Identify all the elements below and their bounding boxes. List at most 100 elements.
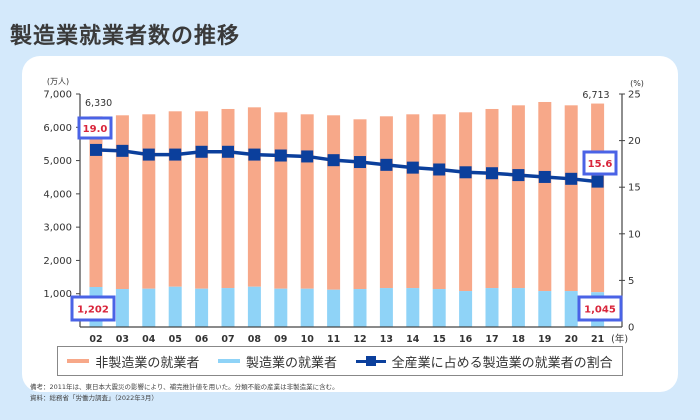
legend-swatch [67,359,90,363]
bar-manufacturing [142,288,156,327]
ratio-point [512,169,525,182]
note-remark: 備考：2011年は、東日本大震災の影響により、補完推計値を用いた。分類不能の産業… [30,383,339,391]
x-tick-label: 04 [142,334,156,345]
x-tick-label: 21 [591,334,604,345]
x-tick-label: 10 [301,334,315,345]
ratio-point [169,148,182,161]
bar-non-manufacturing [564,105,578,292]
ratio-point [90,143,102,156]
bar-non-manufacturing [195,111,209,289]
ratio-point [433,163,446,176]
bar-manufacturing [432,289,446,327]
x-tick-label: 06 [195,334,209,345]
total-label-first: 6,330 [85,98,112,109]
bar-non-manufacturing [274,112,288,289]
x-tick-label: 15 [433,334,446,345]
bar-manufacturing [406,288,420,327]
bar-manufacturing [379,288,393,327]
bar-non-manufacturing [538,101,552,292]
ratio-point [274,149,287,162]
bar-manufacturing [274,288,288,327]
right-tick-label: 5 [628,276,634,287]
bar-manufacturing [564,291,578,327]
x-tick-label: 12 [353,334,366,345]
bar-manufacturing [327,289,341,327]
x-tick-label: 02 [89,334,102,345]
right-tick-label: 20 [628,136,641,147]
x-axis-unit: (年) [611,333,628,345]
legend-label: 全産業に占める製造業の就業者の割合 [391,355,613,371]
left-tick-label: 5,000 [43,156,72,167]
left-tick-label: 1,000 [43,289,72,300]
left-tick-label: 7,000 [43,90,72,101]
ratio-point [301,150,314,163]
x-tick-label: 11 [327,334,340,345]
bar-non-manufacturing [142,114,156,289]
total-label-last: 6,713 [582,90,609,101]
left-tick-label: 3,000 [43,223,72,234]
bar-non-manufacturing [511,105,525,289]
ratio-point [591,175,604,188]
mfg-label-last-box [577,295,623,322]
left-tick-label: 6,000 [43,123,72,134]
bar-manufacturing [353,289,367,327]
ratio-point [459,166,472,179]
legend-swatch [217,359,240,363]
bar-non-manufacturing [247,107,261,287]
left-tick-label: 4,000 [43,189,72,200]
legend-label: 製造業の就業者 [245,355,337,371]
bar-manufacturing [221,288,235,327]
bar-manufacturing [538,291,552,327]
page-title: 製造業就業者数の推移 [10,24,241,49]
bar-manufacturing [168,286,182,327]
ratio-point [380,158,393,171]
bar-manufacturing [300,288,314,327]
bar-manufacturing [485,288,499,327]
x-tick-label: 17 [485,334,498,345]
right-tick-label: 25 [628,90,641,101]
x-tick-label: 08 [248,334,262,345]
ratio-point [327,154,340,167]
x-tick-label: 14 [406,334,420,345]
bar-non-manufacturing [168,111,182,287]
bar-non-manufacturing [459,112,473,292]
bar-manufacturing [195,288,209,327]
bar-manufacturing [459,291,473,327]
bar-manufacturing [115,289,129,327]
x-tick-label: 16 [459,334,473,345]
mfg-label-first-box [70,295,116,322]
mfg-label-first: 1,202 [77,305,109,316]
bar-non-manufacturing [115,115,129,290]
left-tick-label: 2,000 [43,256,72,267]
x-tick-label: 13 [380,334,393,345]
ratio-point [195,145,208,158]
ratio-point [116,144,129,157]
ratio-point [248,148,261,161]
right-tick-label: 0 [628,323,634,334]
right-tick-label: 15 [628,183,641,194]
ratio-point [565,172,578,185]
ratio-label-first: 19.0 [83,124,108,135]
bar-manufacturing [247,286,261,327]
x-tick-label: 03 [116,334,129,345]
ratio-point [222,145,234,158]
legend-line-marker [355,356,386,366]
x-tick-label: 07 [221,334,234,345]
right-tick-label: 10 [628,229,641,240]
bar-non-manufacturing [485,108,499,289]
bar-non-manufacturing [327,115,341,290]
x-tick-label: 05 [169,334,182,345]
ratio-point [354,156,366,169]
bar-non-manufacturing [353,119,367,290]
bar-non-manufacturing [406,114,420,289]
ratio-label-last-box [582,150,618,176]
x-tick-label: 09 [274,334,287,345]
ratio-point [142,148,155,161]
bar-non-manufacturing [432,114,446,290]
legend-item-ratio: 全産業に占める製造業の就業者の割合 [355,352,613,371]
x-tick-label: 20 [565,334,579,345]
ratio-label-last: 15.6 [588,159,613,170]
note-source: 資料：総務省「労働力調査」（2022年3月） [30,394,158,402]
bar-manufacturing [511,288,525,327]
left-axis-unit: (万人) [47,77,69,86]
